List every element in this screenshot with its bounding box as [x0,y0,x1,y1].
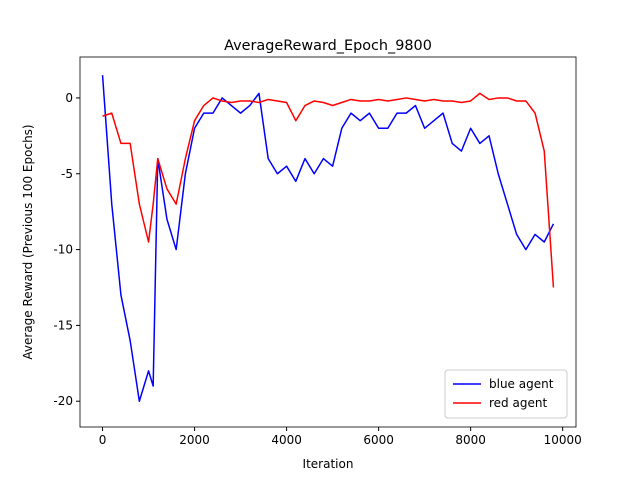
chart-title: AverageReward_Epoch_9800 [224,38,432,54]
legend-label: red agent [489,396,547,410]
x-tick-label: 4000 [271,433,302,447]
x-tick-label: 2000 [179,433,210,447]
legend-box [444,369,568,419]
y-tick-label: 0 [65,91,73,105]
line [102,92,555,288]
x-tick-label: 8000 [455,433,486,447]
y-tick-label: -20 [53,394,73,408]
y-tick-label: -10 [53,243,73,257]
legend-label: blue agent [489,377,554,391]
x-tick-label: 10000 [544,433,582,447]
y-tick-label: -5 [61,167,73,181]
y-axis-label: Average Reward (Previous 100 Epochs) [21,124,35,359]
y-tick-label: -15 [53,318,73,332]
x-axis-label: Iteration [303,457,354,471]
x-tick-label: 0 [99,433,107,447]
plot-frame [79,56,577,428]
line [101,75,555,402]
x-tick-label: 6000 [363,433,394,447]
